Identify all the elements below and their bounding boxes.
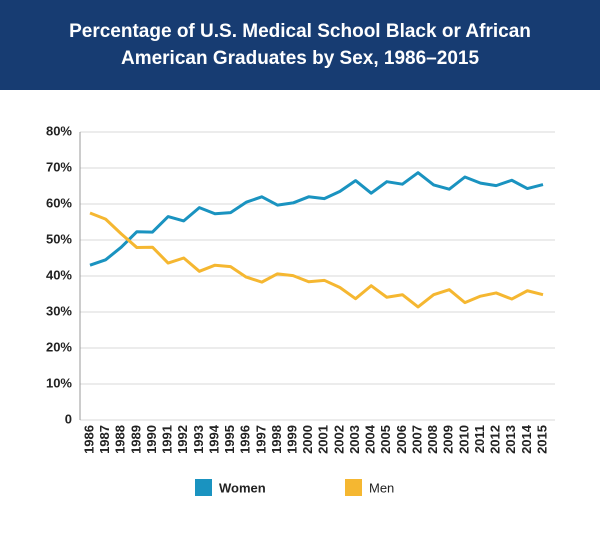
x-tick-label: 2011 [472, 425, 487, 453]
x-tick-label: 2004 [363, 424, 378, 454]
x-tick-label: 1991 [160, 425, 175, 454]
x-tick-label: 2000 [300, 425, 315, 454]
line-series [89, 171, 544, 267]
legend-label: Women [219, 480, 266, 495]
x-tick-label: 2002 [331, 425, 346, 454]
x-tick-label: 1988 [113, 425, 128, 454]
x-tick-label: 1992 [175, 425, 190, 454]
header: Percentage of U.S. Medical School Black … [0, 0, 600, 90]
y-tick-label: 10% [46, 375, 72, 390]
y-tick-label: 0 [65, 411, 72, 426]
legend-swatch [345, 479, 362, 496]
y-tick-label: 50% [46, 231, 72, 246]
x-tick-label: 2005 [378, 425, 393, 454]
x-tick-label: 1993 [191, 425, 206, 454]
legend-swatch [195, 479, 212, 496]
legend-label: Men [369, 480, 394, 495]
x-tick-label: 1987 [97, 425, 112, 454]
x-tick-label: 1997 [253, 425, 268, 454]
y-tick-label: 60% [46, 195, 72, 210]
x-tick-label: 2014 [519, 424, 534, 454]
x-tick-label: 1995 [222, 425, 237, 454]
x-tick-label: 1990 [144, 425, 159, 454]
chart-title: Percentage of U.S. Medical School Black … [69, 21, 531, 69]
y-tick-label: 30% [46, 303, 72, 318]
x-tick-label: 2007 [409, 425, 424, 454]
y-tick-label: 70% [46, 159, 72, 174]
x-tick-label: 1998 [269, 425, 284, 454]
x-tick-label: 1986 [81, 425, 96, 454]
x-tick-label: 1989 [128, 425, 143, 454]
line-series [89, 211, 544, 309]
y-tick-label: 20% [46, 339, 72, 354]
x-tick-label: 1994 [206, 424, 221, 454]
x-tick-label: 2003 [347, 425, 362, 454]
y-tick-label: 40% [46, 267, 72, 282]
x-tick-label: 1996 [238, 425, 253, 454]
x-tick-label: 2013 [503, 425, 518, 454]
x-tick-label: 2006 [394, 425, 409, 454]
x-tick-label: 2015 [534, 425, 549, 454]
x-tick-label: 2012 [488, 425, 503, 454]
x-tick-label: 1999 [285, 425, 300, 454]
x-tick-label: 2008 [425, 425, 440, 454]
x-tick-label: 2010 [456, 425, 471, 454]
y-tick-label: 80% [46, 123, 72, 138]
x-tick-label: 2001 [316, 425, 331, 454]
x-tick-label: 2009 [441, 425, 456, 454]
